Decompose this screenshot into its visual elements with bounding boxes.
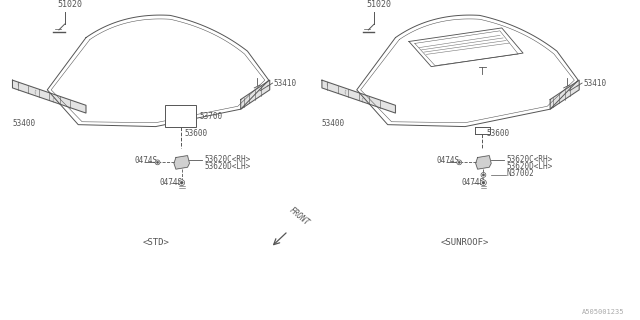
Text: 53600: 53600 [184,129,208,138]
Text: 0474S: 0474S [461,178,484,187]
Text: A505001235: A505001235 [582,309,625,315]
Text: <SUNROOF>: <SUNROOF> [441,238,489,247]
Text: 53400: 53400 [322,119,345,128]
Polygon shape [174,156,189,169]
Polygon shape [322,80,396,113]
Text: 0474S: 0474S [436,156,459,165]
Circle shape [179,180,184,186]
Circle shape [482,181,485,184]
Text: 53620D<LH>: 53620D<LH> [205,162,251,171]
Text: 51020: 51020 [57,0,82,9]
Text: 0474S: 0474S [134,156,157,165]
Text: 53620C<RH>: 53620C<RH> [507,155,553,164]
Text: FRONT: FRONT [287,205,310,227]
Text: 53400: 53400 [12,119,36,128]
Circle shape [457,160,461,165]
Text: <STD>: <STD> [142,238,169,247]
Text: 51020: 51020 [367,0,392,9]
Text: /: / [17,81,19,87]
Circle shape [481,180,486,186]
Text: /: / [35,89,37,94]
Text: /: / [344,89,346,94]
Text: /: / [362,97,364,102]
Circle shape [155,160,160,165]
Text: 53700: 53700 [199,112,222,121]
Text: /: / [52,97,54,102]
Circle shape [458,161,460,164]
Text: 53410: 53410 [583,79,606,88]
Polygon shape [241,80,269,109]
Text: 53620C<RH>: 53620C<RH> [205,155,251,164]
Circle shape [156,161,159,164]
Polygon shape [12,80,86,113]
Circle shape [483,174,484,176]
Text: 0474S: 0474S [159,178,182,187]
Text: /: / [326,81,329,87]
Polygon shape [476,156,491,169]
Circle shape [180,181,183,184]
Text: 53600: 53600 [486,129,509,138]
Bar [165,105,196,127]
Text: 53410: 53410 [273,79,297,88]
Text: N37002: N37002 [507,170,534,179]
Text: 53620D<LH>: 53620D<LH> [507,162,553,171]
Polygon shape [550,80,579,109]
Circle shape [481,172,486,177]
